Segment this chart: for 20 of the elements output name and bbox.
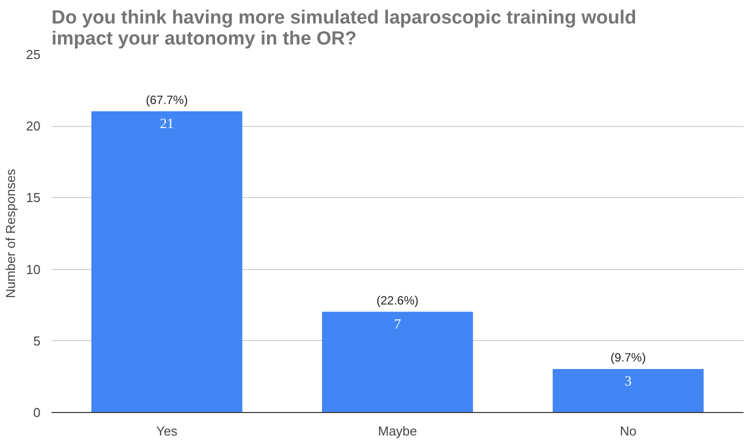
y-tick-label: 5 (33, 333, 41, 348)
x-tick-label: No (620, 424, 636, 438)
y-tick-label: 15 (26, 190, 41, 206)
data-label: 7 (394, 317, 401, 332)
y-axis-title: Number of Responses (3, 168, 18, 298)
chart-title: Do you think having more simulated laparoscopic training would impact your autonomy in the OR? (52, 8, 636, 50)
y-tick-label: 10 (26, 262, 41, 277)
annotation: (9.7%) (610, 350, 646, 365)
x-tick-label: Yes (156, 424, 178, 438)
y-tick-label: 0 (33, 405, 41, 420)
bar (91, 111, 242, 412)
y-tick-label: 20 (26, 118, 41, 134)
bar (552, 369, 704, 412)
annotation: (67.7%) (146, 92, 188, 107)
data-label: 21 (160, 116, 174, 132)
data-label: 3 (624, 374, 632, 390)
y-tick-label: 25 (26, 47, 41, 62)
x-tick-label: Maybe (378, 424, 418, 438)
annotation: (22.6%) (376, 293, 419, 308)
bar (322, 312, 473, 412)
